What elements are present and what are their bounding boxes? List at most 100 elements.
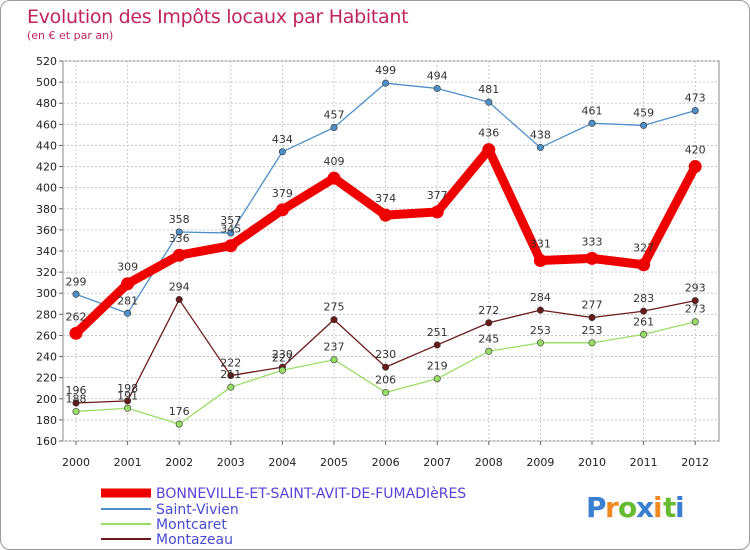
legend-label: Montcaret (156, 517, 227, 533)
data-point (382, 79, 390, 87)
data-point (536, 306, 544, 314)
brand-logo-letter: P (586, 491, 607, 524)
x-tick-label: 2010 (578, 456, 606, 469)
data-label: 219 (427, 360, 448, 373)
x-tick-label: 2008 (475, 456, 503, 469)
data-point (382, 363, 390, 371)
data-label: 336 (169, 232, 190, 245)
y-tick-label: 480 (36, 97, 57, 110)
chart-title: Evolution des Impôts locaux par Habitant (27, 6, 409, 28)
data-point (433, 341, 441, 349)
data-point (278, 148, 286, 156)
data-label: 379 (272, 187, 293, 200)
data-label: 284 (530, 291, 551, 304)
data-label: 253 (582, 324, 603, 337)
data-point (640, 330, 648, 338)
data-label: 237 (324, 341, 345, 354)
data-point (485, 347, 493, 355)
x-tick-label: 2011 (630, 456, 658, 469)
data-label: 191 (117, 389, 138, 402)
data-label: 377 (427, 189, 448, 202)
data-label: 494 (427, 69, 448, 82)
data-point (278, 366, 286, 374)
legend-label: Montazeau (156, 532, 233, 548)
data-label: 481 (478, 83, 499, 96)
data-label: 251 (427, 326, 448, 339)
data-label: 331 (530, 238, 551, 251)
y-tick-label: 160 (36, 435, 57, 448)
data-label: 457 (324, 109, 345, 122)
y-tick-label: 280 (36, 308, 57, 321)
x-tick-label: 2009 (526, 456, 554, 469)
data-point (640, 121, 648, 129)
y-tick-label: 500 (36, 76, 57, 89)
data-point (691, 318, 699, 326)
brand-logo-letter: t (663, 491, 676, 524)
y-tick-label: 240 (36, 351, 57, 364)
y-tick-label: 320 (36, 266, 57, 279)
data-point (588, 339, 596, 347)
data-label: 245 (478, 332, 499, 345)
data-label: 434 (272, 133, 293, 146)
data-point (124, 397, 132, 405)
data-point (533, 254, 547, 267)
data-point (536, 339, 544, 347)
data-point (330, 124, 338, 132)
brand-logo-letter: i (675, 491, 685, 524)
data-label: 299 (66, 275, 87, 288)
legend-label: Saint-Vivien (156, 502, 239, 518)
x-tick-label: 2001 (114, 456, 142, 469)
data-point (588, 313, 596, 321)
brand-logo-letter: r (605, 491, 619, 524)
y-tick-label: 340 (36, 245, 57, 258)
data-point (691, 297, 699, 305)
data-label: 273 (685, 303, 706, 316)
brand-logo-letter: i (653, 491, 663, 524)
data-point (588, 119, 596, 127)
x-tick-label: 2006 (372, 456, 400, 469)
data-label: 345 (220, 223, 241, 236)
data-label: 176 (169, 405, 190, 418)
x-tick-label: 2000 (62, 456, 90, 469)
data-point (585, 251, 599, 265)
data-point (330, 356, 338, 364)
data-label: 227 (272, 351, 293, 364)
x-tick-label: 2004 (268, 456, 296, 469)
y-tick-label: 460 (36, 118, 57, 131)
data-label: 461 (582, 104, 603, 117)
data-label: 230 (375, 348, 396, 361)
data-point (536, 144, 544, 152)
data-label: 272 (478, 304, 499, 317)
data-label: 358 (169, 213, 190, 226)
data-label: 293 (685, 282, 706, 295)
data-label: 294 (169, 281, 190, 294)
legend-label: BONNEVILLE-ET-SAINT-AVIT-DE-FUMADIèRES (156, 486, 466, 502)
data-label: 409 (324, 155, 345, 168)
data-label: 262 (66, 310, 87, 323)
data-point (124, 309, 132, 317)
data-point (72, 290, 80, 298)
data-label: 283 (633, 292, 654, 305)
data-label: 420 (685, 144, 706, 157)
data-point (433, 375, 441, 383)
data-point (124, 404, 132, 412)
data-label: 473 (685, 92, 706, 105)
y-tick-label: 440 (36, 139, 57, 152)
y-tick-label: 260 (36, 329, 57, 342)
data-point (172, 248, 186, 262)
data-label: 196 (66, 384, 87, 397)
data-point (379, 208, 393, 222)
data-point (224, 239, 238, 253)
data-point (72, 407, 80, 415)
data-label: 222 (220, 357, 241, 370)
x-tick-label: 2005 (320, 456, 348, 469)
y-tick-label: 300 (36, 287, 57, 300)
chart-subtitle: (en € et par an) (27, 29, 114, 42)
y-tick-label: 400 (36, 182, 57, 195)
data-point (485, 319, 493, 327)
data-label: 206 (375, 373, 396, 386)
x-tick-label: 2002 (165, 456, 193, 469)
data-point (227, 383, 235, 391)
data-label: 253 (530, 324, 551, 337)
